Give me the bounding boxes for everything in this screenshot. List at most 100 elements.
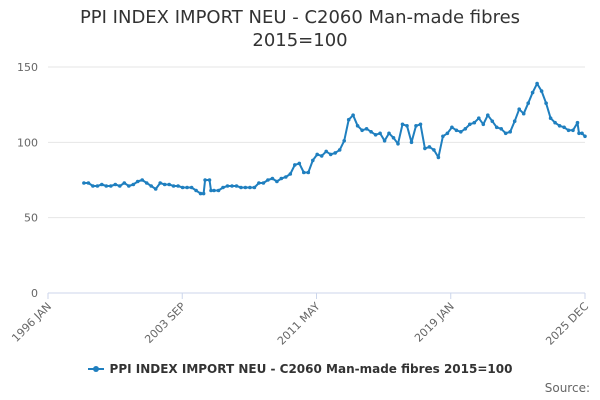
data-point (577, 131, 581, 136)
data-point (234, 184, 239, 188)
data-point (544, 101, 548, 105)
data-point (427, 145, 432, 149)
data-point (526, 101, 530, 105)
data-point (122, 181, 127, 185)
data-point (459, 130, 463, 134)
data-point (571, 128, 575, 133)
data-point (216, 188, 221, 193)
data-point (409, 140, 414, 145)
data-point (194, 188, 198, 193)
data-point (207, 178, 212, 182)
data-point (441, 134, 445, 139)
data-point (109, 184, 113, 188)
data-point (104, 184, 109, 188)
data-point (261, 181, 266, 185)
data-point (396, 142, 400, 146)
x-tick-label-2: 2011 MAY (275, 300, 323, 348)
data-point (288, 172, 293, 176)
data-point (189, 185, 194, 190)
data-point (297, 161, 302, 166)
data-point (342, 139, 347, 143)
data-point (167, 182, 171, 187)
data-point (212, 188, 216, 193)
source-label: Source: (544, 381, 590, 395)
data-point (171, 184, 176, 188)
data-point (315, 152, 320, 157)
y-tick-label-50: 50 (24, 212, 38, 225)
data-point (293, 163, 297, 167)
data-point (566, 128, 571, 133)
axes: 0 50 100 150 1996 JAN 2003 SEP 2011 MAY 2019 JA… (9, 61, 591, 348)
data-point (481, 122, 486, 127)
data-point (153, 187, 158, 191)
chart-title-line-1: PPI INDEX IMPORT NEU - C2060 Man-made fi… (79, 7, 521, 28)
data-point (530, 90, 535, 95)
data-point (472, 120, 477, 125)
data-point (118, 184, 122, 188)
data-point (158, 181, 162, 185)
data-point (508, 130, 512, 134)
data-point (149, 184, 153, 188)
data-point (369, 130, 373, 134)
data-point (378, 131, 382, 136)
data-point (463, 127, 468, 131)
data-point (311, 158, 315, 163)
data-point (279, 176, 284, 181)
x-tick-label-4: 2025 DEC (543, 300, 591, 348)
data-point (512, 119, 517, 123)
legend-swatch (87, 365, 104, 372)
data-point (86, 181, 91, 185)
data-point (583, 134, 587, 139)
data-point (82, 181, 86, 185)
data-point (140, 178, 144, 182)
chart-title-line-2: 2015=100 (252, 30, 348, 51)
data-point (450, 125, 454, 130)
data-point (319, 154, 324, 158)
data-point (355, 124, 360, 128)
data-point (252, 185, 257, 190)
x-tick-label-3: 2019 JAN (412, 300, 457, 345)
data-point (91, 184, 95, 188)
data-point (387, 131, 391, 136)
data-point (201, 191, 206, 196)
data-point (180, 185, 185, 190)
data-point (135, 179, 140, 184)
data-point (391, 136, 396, 140)
data-point (131, 182, 136, 187)
data-point (580, 131, 584, 136)
data-point (270, 176, 275, 181)
data-point (95, 184, 100, 188)
x-tick-label-1: 2003 SEP (142, 300, 188, 346)
data-point (373, 133, 378, 137)
data-point (144, 181, 149, 185)
data-point (127, 184, 131, 188)
data-point (539, 89, 544, 93)
data-point (553, 120, 557, 125)
legend[interactable]: PPI INDEX IMPORT NEU - C2060 Man-made fi… (0, 362, 600, 376)
data-point (346, 117, 351, 122)
data-point (503, 131, 508, 136)
y-tick-label-150: 150 (17, 61, 38, 74)
x-tick-label-0: 1996 JAN (9, 300, 54, 345)
data-point (302, 170, 306, 175)
data-point (477, 116, 481, 120)
data-point (364, 127, 369, 131)
data-point (239, 185, 243, 190)
data-point (351, 113, 355, 117)
data-point (203, 178, 207, 182)
y-tick-label-100: 100 (17, 136, 38, 149)
data-point (405, 124, 409, 128)
data-point (486, 113, 490, 117)
data-point (418, 122, 423, 127)
data-point (517, 107, 521, 111)
data-point (494, 125, 499, 130)
data-point (414, 124, 418, 128)
data-point (230, 184, 234, 188)
data-point (521, 111, 526, 116)
data-point (333, 151, 338, 155)
data-point (275, 179, 279, 184)
y-tick-label-0: 0 (31, 287, 38, 300)
data-point (562, 125, 566, 130)
data-point (162, 182, 167, 187)
data-point (337, 148, 342, 152)
